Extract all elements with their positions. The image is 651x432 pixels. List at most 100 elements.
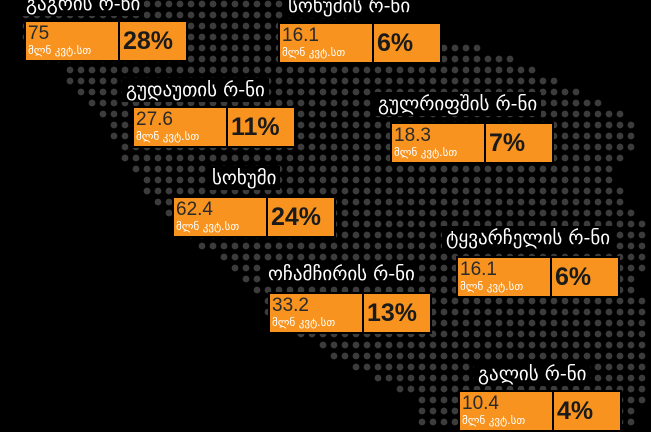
map-dot <box>330 88 338 96</box>
map-dot <box>220 11 228 19</box>
map-dot <box>110 110 118 118</box>
map-dot <box>550 165 558 173</box>
map-dot <box>462 187 470 195</box>
map-dot <box>187 44 195 52</box>
map-dot <box>594 319 602 327</box>
map-dot <box>572 99 580 107</box>
map-dot <box>528 198 536 206</box>
map-dot <box>253 33 261 41</box>
map-dot <box>330 187 338 195</box>
map-dot <box>374 352 382 360</box>
map-dot <box>484 220 492 228</box>
map-dot <box>352 198 360 206</box>
map-dot <box>605 143 613 151</box>
map-dot <box>253 264 261 272</box>
map-dot <box>176 165 184 173</box>
map-dot <box>176 154 184 162</box>
map-dot <box>264 154 272 162</box>
map-dot <box>110 88 118 96</box>
map-dot <box>550 319 558 327</box>
map-dot <box>132 154 140 162</box>
map-dot <box>231 242 239 250</box>
map-dot <box>638 330 646 338</box>
region-unit: მლნ კვტ.სთ <box>28 44 92 57</box>
map-dot <box>528 341 536 349</box>
map-dot <box>506 308 514 316</box>
map-dot <box>242 22 250 30</box>
map-dot <box>319 187 327 195</box>
map-dot <box>440 66 448 74</box>
map-dot <box>440 341 448 349</box>
map-dot <box>506 341 514 349</box>
map-dot <box>638 242 646 250</box>
map-dot <box>308 242 316 250</box>
region-unit: მლნ კვტ.სთ <box>394 146 458 159</box>
map-dot <box>253 11 261 19</box>
map-dot <box>231 55 239 63</box>
map-dot <box>495 352 503 360</box>
map-dot <box>165 209 173 217</box>
map-dot <box>319 110 327 118</box>
map-dot <box>319 132 327 140</box>
map-dot <box>627 319 635 327</box>
region-name: სოხუმი <box>208 166 281 190</box>
map-dot <box>330 352 338 360</box>
map-dot <box>253 44 261 52</box>
map-dot <box>341 242 349 250</box>
map-dot <box>297 286 305 294</box>
map-dot <box>319 242 327 250</box>
map-dot <box>363 176 371 184</box>
map-dot <box>550 99 558 107</box>
map-dot <box>572 176 580 184</box>
map-dot <box>154 198 162 206</box>
map-dot <box>363 88 371 96</box>
map-dot <box>132 66 140 74</box>
map-dot <box>429 165 437 173</box>
map-dot <box>462 176 470 184</box>
map-dot <box>374 143 382 151</box>
map-dot <box>539 187 547 195</box>
map-dot <box>407 385 415 393</box>
region-name: გაგრის რ-ნი <box>22 0 145 16</box>
map-dot <box>275 77 283 85</box>
map-dot <box>440 308 448 316</box>
map-dot <box>374 165 382 173</box>
map-dot <box>341 187 349 195</box>
map-dot <box>638 396 646 404</box>
map-dot <box>297 99 305 107</box>
map-dot <box>286 154 294 162</box>
map-dot <box>583 143 591 151</box>
map-dot <box>517 220 525 228</box>
map-dot <box>440 253 448 261</box>
map-dot <box>561 352 569 360</box>
map-dot <box>264 253 272 261</box>
map-dot <box>495 198 503 206</box>
map-dot <box>220 55 228 63</box>
map-dot <box>627 121 635 129</box>
map-dot <box>198 176 206 184</box>
map-dot <box>616 132 624 140</box>
map-dot <box>429 209 437 217</box>
map-dot <box>550 297 558 305</box>
map-dot <box>616 198 624 206</box>
map-dot <box>308 77 316 85</box>
map-dot <box>495 77 503 85</box>
map-dot <box>297 66 305 74</box>
map-dot <box>396 66 404 74</box>
map-dot <box>462 220 470 228</box>
map-dot <box>462 77 470 85</box>
map-dot <box>385 176 393 184</box>
map-dot <box>594 363 602 371</box>
map-dot <box>418 176 426 184</box>
map-dot <box>638 341 646 349</box>
map-dot <box>297 77 305 85</box>
map-dot <box>605 209 613 217</box>
map-dot <box>341 132 349 140</box>
map-dot <box>473 341 481 349</box>
map-dot <box>528 352 536 360</box>
map-dot <box>187 165 195 173</box>
map-dot <box>418 66 426 74</box>
map-dot <box>352 242 360 250</box>
map-dot <box>517 319 525 327</box>
map-dot <box>253 275 261 283</box>
